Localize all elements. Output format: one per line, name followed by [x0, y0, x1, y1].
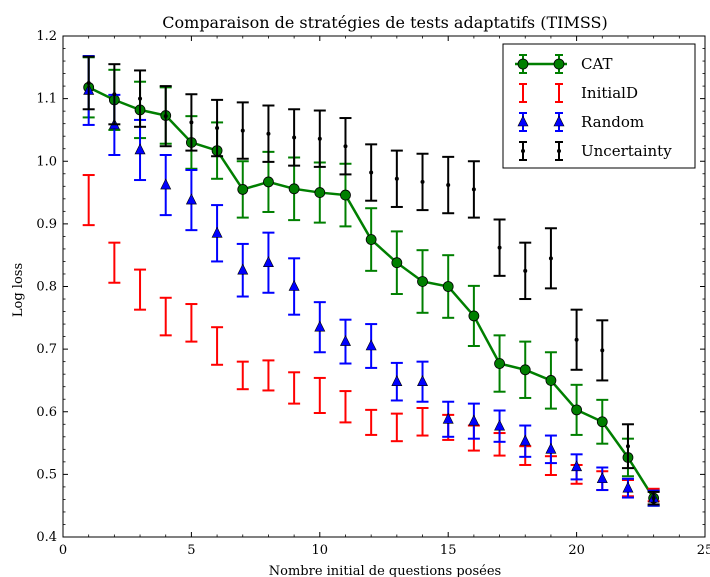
data-point [314, 187, 326, 198]
data-point [442, 412, 454, 424]
y-tick-label: 1.1 [36, 92, 57, 107]
data-point [134, 143, 146, 155]
data-point [574, 337, 579, 342]
data-point [468, 414, 480, 426]
y-tick-label: 0.7 [36, 342, 57, 357]
data-point [545, 375, 557, 386]
data-point [468, 310, 480, 322]
data-point [596, 472, 608, 484]
data-point [185, 193, 197, 205]
data-point [339, 334, 351, 346]
data-point [596, 416, 608, 428]
y-tick-label: 0.5 [36, 467, 57, 482]
data-point [497, 245, 502, 250]
data-point [625, 444, 630, 449]
data-point [112, 92, 117, 97]
data-point [340, 189, 351, 201]
data-point [160, 178, 172, 190]
x-tick-label: 20 [568, 543, 585, 558]
y-tick-label: 0.9 [36, 217, 57, 232]
data-point [369, 170, 374, 175]
data-point [292, 135, 297, 140]
data-point [237, 184, 249, 195]
data-point [519, 434, 531, 446]
data-point [651, 496, 656, 501]
legend-label: CAT [581, 55, 613, 73]
data-point [317, 136, 322, 141]
legend: CAT InitialD Random Uncertainty [502, 43, 696, 169]
x-tick-label: 15 [440, 543, 457, 558]
data-point [571, 404, 582, 416]
data-point [519, 364, 531, 376]
data-point [391, 257, 403, 269]
data-point [215, 126, 220, 131]
chart-title: Comparaison de stratégies de tests adapt… [162, 13, 607, 32]
data-point [571, 460, 583, 472]
x-axis-label: Nombre initial de questions posées [269, 564, 501, 577]
y-tick-label: 0.8 [36, 280, 57, 295]
y-tick-label: 0.6 [36, 405, 57, 420]
legend-marker [517, 115, 529, 127]
plot-area [82, 55, 660, 507]
data-point [262, 256, 274, 268]
data-point [211, 226, 223, 238]
y-tick-label: 1.0 [36, 154, 57, 169]
data-point [365, 339, 377, 351]
data-point [545, 442, 557, 454]
y-tick-label: 0.4 [36, 530, 57, 545]
legend-item-cat: CAT [515, 54, 613, 74]
y-tick-label: 1.2 [36, 29, 57, 44]
x-tick-label: 5 [187, 543, 195, 558]
legend-marker [553, 115, 565, 127]
data-point [394, 176, 399, 181]
data-point [494, 419, 506, 431]
x-tick-label: 25 [697, 543, 710, 558]
series-random [82, 55, 660, 507]
data-point [391, 375, 403, 386]
data-point [266, 131, 271, 136]
data-point [343, 144, 348, 149]
legend-marker [521, 149, 525, 153]
y-axis-label: Log loss [11, 263, 26, 317]
data-point [600, 348, 605, 353]
axes: 0 5 10 15 20 25 0.4 0.5 0.6 0.7 0.8 0.9 1.0 1.1 1.2 [36, 29, 710, 558]
data-point [263, 176, 274, 188]
data-point [314, 320, 326, 332]
data-point [622, 481, 634, 493]
data-point [365, 234, 377, 245]
legend-marker [557, 149, 561, 153]
legend-label: InitialD [581, 84, 638, 102]
data-point [420, 179, 425, 184]
data-point [288, 279, 300, 291]
data-point [494, 358, 505, 369]
x-tick-label: 0 [59, 543, 67, 558]
legend-label: Uncertainty [581, 142, 672, 160]
data-point [240, 128, 245, 133]
legend-item-random: Random [517, 112, 644, 132]
data-point [446, 183, 451, 188]
legend-item-uncertainty: Uncertainty [519, 141, 672, 161]
legend-marker [553, 58, 565, 70]
series-uncertainty [82, 55, 660, 506]
data-point [442, 281, 454, 292]
data-point [288, 183, 300, 195]
data-point [189, 120, 194, 125]
legend-item-initiald: InitialD [519, 83, 638, 103]
data-point [548, 256, 553, 261]
data-point [86, 80, 91, 85]
data-point [163, 114, 168, 119]
x-tick-label: 10 [312, 543, 329, 558]
legend-marker [517, 58, 529, 70]
legend-label: Random [581, 113, 644, 131]
data-point [471, 187, 476, 192]
data-point [237, 263, 249, 275]
data-point [138, 96, 143, 101]
data-point [417, 276, 428, 287]
data-point [417, 375, 429, 386]
data-point [523, 268, 528, 273]
